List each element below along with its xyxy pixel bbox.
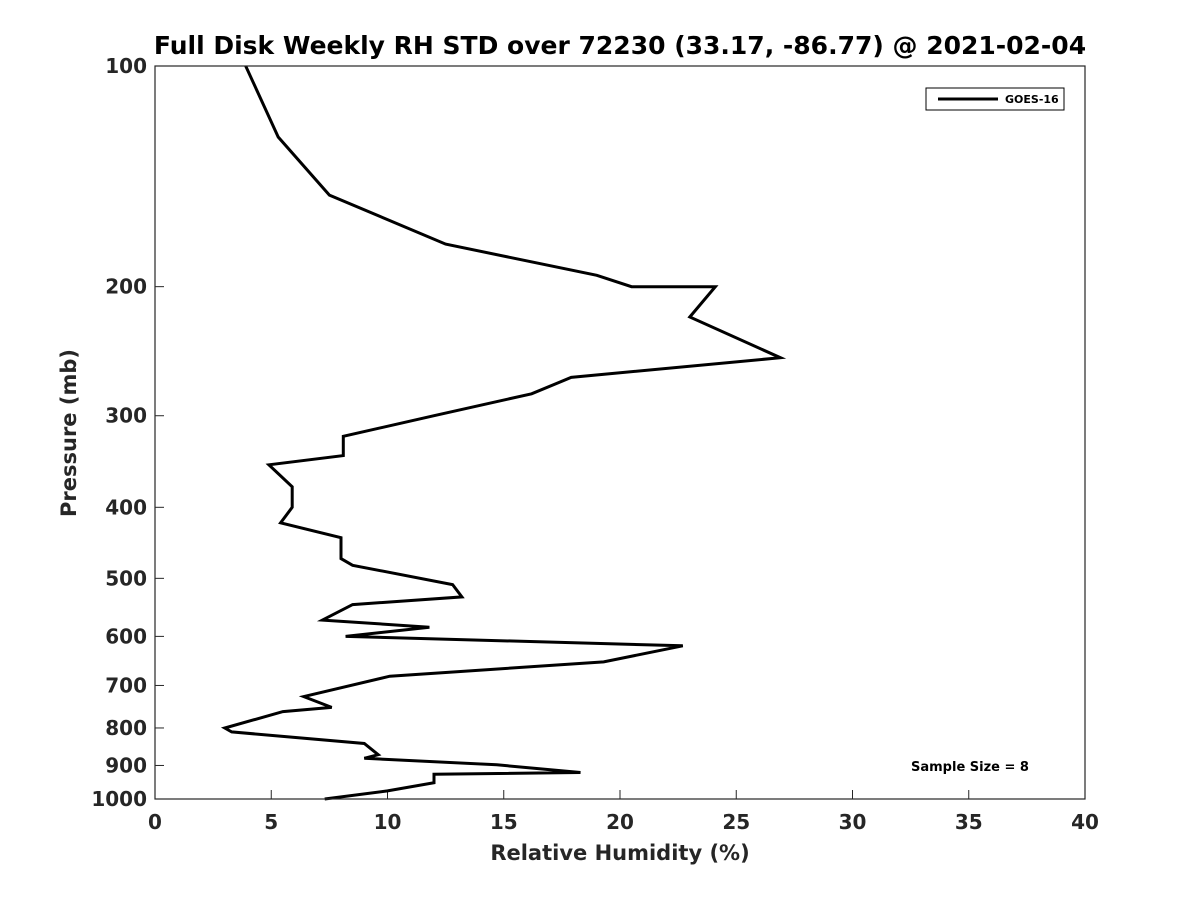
- x-tick-label: 20: [606, 810, 634, 834]
- legend-label-goes-16: GOES-16: [1005, 93, 1059, 106]
- y-tick-label: 600: [105, 624, 147, 648]
- y-tick-label: 100: [105, 54, 147, 78]
- y-tick-label: 1000: [91, 787, 147, 811]
- y-tick-label: 700: [105, 673, 147, 697]
- x-tick-label: 25: [722, 810, 750, 834]
- x-tick-label: 0: [148, 810, 162, 834]
- y-axis-ticks: 100 200 300 400 500 600 700 800 900 1000: [91, 54, 164, 811]
- x-tick-label: 5: [264, 810, 278, 834]
- series-line-goes-16: [220, 65, 787, 801]
- y-tick-label: 500: [105, 566, 147, 590]
- sample-size-annotation: Sample Size = 8: [911, 760, 1029, 775]
- x-axis-ticks: 0 5 10 15 20 25 30 35 40: [148, 790, 1099, 834]
- y-tick-label: 400: [105, 495, 147, 519]
- y-tick-label: 800: [105, 716, 147, 740]
- x-tick-label: 35: [955, 810, 983, 834]
- y-tick-label: 900: [105, 753, 147, 777]
- x-tick-label: 40: [1071, 810, 1099, 834]
- y-tick-label: 300: [105, 404, 147, 428]
- x-tick-label: 15: [490, 810, 518, 834]
- x-axis-label: Relative Humidity (%): [490, 841, 749, 865]
- plot-lines: [220, 65, 787, 801]
- y-tick-label: 200: [105, 275, 147, 299]
- y-axis-label: Pressure (mb): [57, 349, 81, 517]
- chart-title: Full Disk Weekly RH STD over 72230 (33.1…: [154, 31, 1086, 60]
- legend: GOES-16: [925, 87, 1065, 111]
- plot-frame: [154, 65, 1086, 800]
- x-tick-label: 30: [839, 810, 867, 834]
- x-tick-label: 10: [374, 810, 402, 834]
